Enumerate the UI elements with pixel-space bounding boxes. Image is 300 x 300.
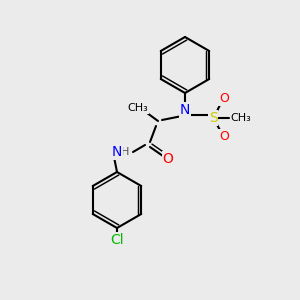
Text: O: O <box>163 152 173 166</box>
Text: Cl: Cl <box>110 233 124 247</box>
Text: N: N <box>180 103 190 117</box>
Text: H: H <box>121 147 129 157</box>
Text: O: O <box>219 92 229 106</box>
Text: O: O <box>219 130 229 142</box>
Text: S: S <box>208 111 217 125</box>
Text: CH₃: CH₃ <box>231 113 251 123</box>
Text: N: N <box>112 145 122 159</box>
Text: CH₃: CH₃ <box>128 103 148 113</box>
